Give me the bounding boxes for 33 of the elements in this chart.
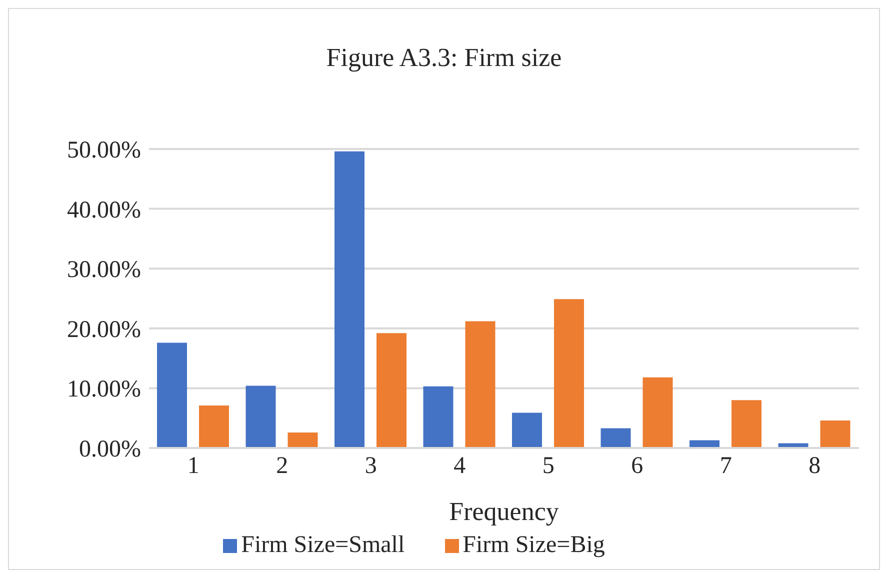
x-tick-label: 8 — [808, 453, 821, 480]
chart-title: Figure A3.3: Firm size — [325, 43, 563, 73]
x-tick-label: 3 — [364, 453, 377, 480]
legend-label: Firm Size=Big — [462, 532, 605, 558]
x-tick-label: 1 — [187, 453, 200, 480]
x-tick-label: 6 — [631, 453, 644, 480]
bar — [157, 342, 187, 448]
bar — [600, 428, 631, 448]
bar — [465, 321, 496, 448]
x-tick-label: 2 — [276, 453, 288, 480]
y-tick-label: 30.00% — [67, 257, 141, 284]
y-tick-label: 20.00% — [67, 316, 141, 343]
x-tick-label: 5 — [542, 453, 554, 480]
bar — [820, 420, 850, 448]
bar — [690, 440, 720, 448]
bar — [554, 299, 584, 448]
bar — [376, 333, 406, 448]
x-tick-label: 4 — [454, 453, 466, 480]
bar — [642, 377, 673, 448]
legend-label: Firm Size=Small — [241, 532, 405, 558]
y-tick-label: 50.00% — [67, 138, 141, 164]
y-tick-label: 40.00% — [67, 197, 141, 224]
bar — [199, 406, 229, 448]
x-axis-title: Frequency — [449, 497, 559, 526]
y-tick-label: 0.00% — [79, 436, 141, 463]
bar — [423, 386, 454, 448]
bar — [334, 151, 364, 448]
bar — [512, 412, 542, 448]
bar — [246, 386, 276, 448]
y-tick-label: 10.00% — [67, 376, 141, 403]
bar — [288, 432, 318, 448]
bar — [732, 400, 762, 448]
x-tick-label: 7 — [720, 453, 732, 480]
